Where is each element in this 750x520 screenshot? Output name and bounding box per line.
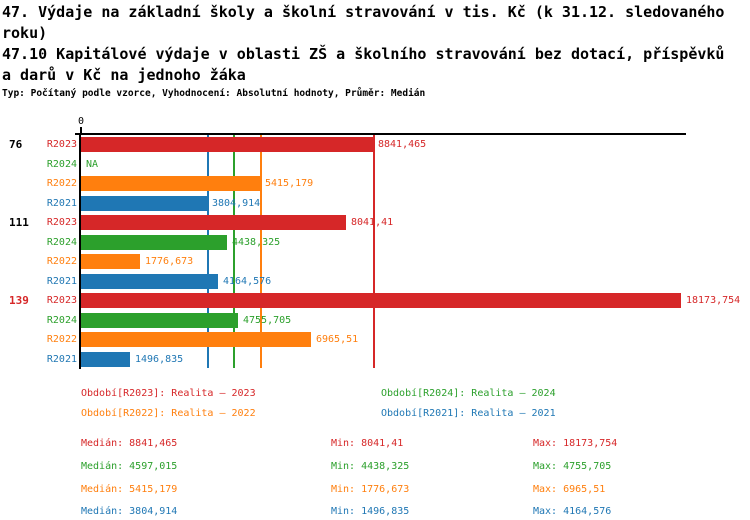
page-subtitle: 47.10 Kapitálové výdaje v oblasti ZŠ a š… [2, 45, 725, 84]
legend-item-r2023: Období[R2023]: Realita – 2023 [81, 388, 256, 399]
legend: Období[R2023]: Realita – 2023 Období[R20… [81, 388, 681, 420]
series-label-r2021: R2021 [46, 198, 77, 209]
stats-row-r2023: Medián: 8841,465 Min: 8041,41 Max: 18173… [81, 438, 741, 451]
series-label-r2024: R2024 [46, 315, 77, 326]
bar-value-label: 4755,705 [243, 315, 292, 326]
legend-item-r2022: Období[R2022]: Realita – 2022 [81, 408, 256, 419]
median-line-r2022 [260, 135, 262, 368]
median-line-r2023 [373, 135, 375, 368]
series-label-r2022: R2022 [46, 256, 77, 267]
median-line-r2021 [207, 135, 209, 368]
bar-value-label: 6965,51 [316, 334, 359, 345]
legend-item-r2024: Období[R2024]: Realita – 2024 [381, 388, 556, 399]
stat-max: Max: 4164,576 [533, 506, 612, 517]
bar-r2023 [81, 215, 346, 230]
stat-max: Max: 6965,51 [533, 484, 606, 495]
bar-value-label: 3804,914 [212, 198, 261, 209]
page-title: 47. Výdaje na základní školy a školní st… [2, 3, 725, 42]
series-label-r2023: R2023 [46, 295, 77, 306]
stats-row-r2024: Medián: 4597,015 Min: 4438,325 Max: 4755… [81, 461, 741, 474]
bar-r2023 [81, 137, 373, 152]
stat-min: Min: 1776,673 [331, 484, 410, 495]
series-label-r2024: R2024 [46, 237, 77, 248]
axis-line-x [75, 133, 686, 135]
bar-value-label: 1496,835 [135, 354, 184, 365]
bar-value-label: NA [86, 159, 99, 170]
bar-value-label: 4164,576 [223, 276, 272, 287]
stats-panel: Medián: 8841,465 Min: 8041,41 Max: 18173… [81, 438, 741, 518]
bar-r2024 [81, 235, 227, 250]
series-label-r2021: R2021 [46, 276, 77, 287]
bar-r2023 [81, 293, 681, 308]
meta-line: Typ: Počítaný podle vzorce, Vyhodnocení:… [2, 88, 426, 99]
bar-r2022 [81, 176, 260, 191]
group-label-76: 76 [9, 138, 23, 151]
stat-median: Medián: 8841,465 [81, 438, 178, 449]
stat-max: Max: 18173,754 [533, 438, 618, 449]
stat-max: Max: 4755,705 [533, 461, 612, 472]
bar-r2024 [81, 313, 238, 328]
series-label-r2021: R2021 [46, 354, 77, 365]
legend-item-r2021: Období[R2021]: Realita – 2021 [381, 408, 556, 419]
stat-min: Min: 8041,41 [331, 438, 404, 449]
series-label-r2024: R2024 [46, 159, 77, 170]
series-label-r2022: R2022 [46, 178, 77, 189]
series-label-r2022: R2022 [46, 334, 77, 345]
bar-r2022 [81, 254, 140, 269]
bar-r2021 [81, 352, 130, 367]
stats-row-r2021: Medián: 3804,914 Min: 1496,835 Max: 4164… [81, 506, 741, 519]
bar-value-label: 8041,41 [351, 217, 394, 228]
series-label-r2023: R2023 [46, 139, 77, 150]
stats-row-r2022: Medián: 5415,179 Min: 1776,673 Max: 6965… [81, 484, 741, 497]
stat-median: Medián: 3804,914 [81, 506, 178, 517]
axis-zero-tick [80, 127, 82, 134]
bar-r2021 [81, 196, 207, 211]
group-label-111: 111 [9, 216, 29, 229]
group-label-139: 139 [9, 294, 29, 307]
axis-line-y [79, 133, 81, 369]
median-line-r2024 [233, 135, 235, 368]
stat-median: Medián: 4597,015 [81, 461, 178, 472]
axis-zero-label: 0 [77, 116, 85, 127]
stat-min: Min: 4438,325 [331, 461, 410, 472]
series-label-r2023: R2023 [46, 217, 77, 228]
bar-value-label: 5415,179 [265, 178, 314, 189]
bar-value-label: 4438,325 [232, 237, 281, 248]
bar-r2021 [81, 274, 218, 289]
stat-min: Min: 1496,835 [331, 506, 410, 517]
bar-value-label: 1776,673 [145, 256, 194, 267]
bar-value-label: 18173,754 [686, 295, 741, 306]
stat-median: Medián: 5415,179 [81, 484, 178, 495]
bar-r2022 [81, 332, 311, 347]
bar-value-label: 8841,465 [378, 139, 427, 150]
